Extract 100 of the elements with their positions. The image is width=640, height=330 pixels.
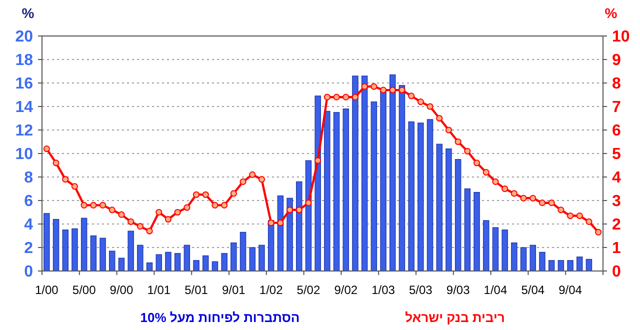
point	[277, 220, 284, 226]
y-tick-label: 0	[24, 264, 34, 280]
bar	[558, 260, 564, 272]
point	[380, 86, 387, 94]
bar	[137, 244, 144, 272]
bar	[370, 102, 378, 272]
point	[548, 200, 555, 206]
point	[240, 178, 246, 185]
bar	[286, 198, 293, 272]
bar	[174, 253, 181, 272]
point	[202, 191, 209, 198]
y-axis-title: %	[22, 5, 35, 21]
x-tick-label: 5/00	[72, 283, 96, 297]
point	[502, 185, 508, 192]
y-tick-label: 4	[24, 216, 34, 234]
point	[445, 126, 452, 134]
bar	[567, 260, 574, 272]
point	[370, 83, 378, 90]
bar	[492, 227, 499, 272]
y2-tick-label: 9	[612, 52, 621, 69]
point	[473, 160, 480, 166]
x-tick-label: 9/01	[222, 283, 246, 297]
x-tick-label: 9/04	[558, 283, 582, 297]
bar	[361, 76, 368, 272]
point	[305, 200, 312, 206]
bar	[305, 160, 312, 272]
point	[352, 94, 359, 100]
point	[249, 171, 256, 178]
bar	[230, 242, 237, 272]
bar	[90, 235, 97, 272]
point	[108, 206, 116, 214]
x-tick-label: 1/00	[34, 283, 59, 297]
point	[184, 204, 190, 211]
bar	[380, 90, 386, 272]
bar	[342, 108, 349, 272]
point	[99, 202, 106, 208]
bar	[418, 122, 424, 272]
point	[43, 146, 50, 152]
point	[118, 211, 125, 218]
bar	[202, 255, 209, 272]
point	[492, 178, 499, 185]
bar	[184, 244, 190, 272]
bar	[249, 247, 256, 272]
y-tick-label: 8	[24, 170, 34, 186]
bar	[446, 148, 452, 272]
bar	[296, 181, 302, 272]
point	[333, 94, 340, 100]
point	[586, 218, 592, 225]
point	[454, 138, 462, 146]
bar	[165, 252, 172, 272]
point	[136, 223, 144, 230]
y-tick-label: 18	[15, 52, 34, 69]
point	[520, 194, 527, 202]
x-tick-label: 9/00	[110, 283, 134, 297]
point	[164, 216, 172, 223]
bar	[324, 110, 330, 272]
bar	[454, 159, 462, 272]
point	[80, 202, 88, 208]
bar	[156, 254, 162, 272]
point	[314, 157, 322, 164]
bar	[100, 238, 106, 272]
point	[192, 191, 200, 198]
y-tick-label: 20	[15, 28, 34, 46]
point	[389, 86, 396, 94]
point	[482, 169, 490, 176]
point	[530, 194, 536, 202]
bar	[52, 219, 60, 272]
point	[510, 190, 518, 197]
point	[90, 202, 97, 208]
bar	[128, 230, 134, 272]
bar	[586, 258, 592, 272]
point	[174, 208, 181, 216]
point	[221, 202, 228, 208]
y2-tick-label: 6	[612, 122, 621, 140]
y-tick-label: 6	[24, 193, 34, 210]
point	[296, 206, 302, 214]
bar	[474, 192, 480, 272]
point	[268, 220, 274, 226]
bar	[539, 252, 546, 272]
bar	[408, 121, 414, 272]
x-tick-label: 9/03	[446, 283, 470, 297]
point	[212, 202, 218, 208]
bar	[548, 260, 555, 272]
point	[128, 218, 134, 225]
bar	[511, 242, 518, 272]
point	[230, 190, 237, 197]
x-tick-label: 1/03	[372, 283, 396, 297]
x-tick-label: 5/02	[296, 283, 320, 297]
bar	[314, 96, 321, 272]
point	[52, 160, 60, 166]
point	[538, 200, 546, 206]
y2-tick-label: 5	[612, 146, 621, 163]
y2-tick-label: 3	[612, 193, 621, 210]
x-tick-label: 5/04	[521, 283, 545, 297]
point	[156, 208, 162, 216]
bar	[80, 218, 88, 272]
bar	[352, 76, 358, 272]
bar	[193, 260, 200, 272]
bar	[258, 244, 265, 272]
bar	[576, 256, 583, 272]
